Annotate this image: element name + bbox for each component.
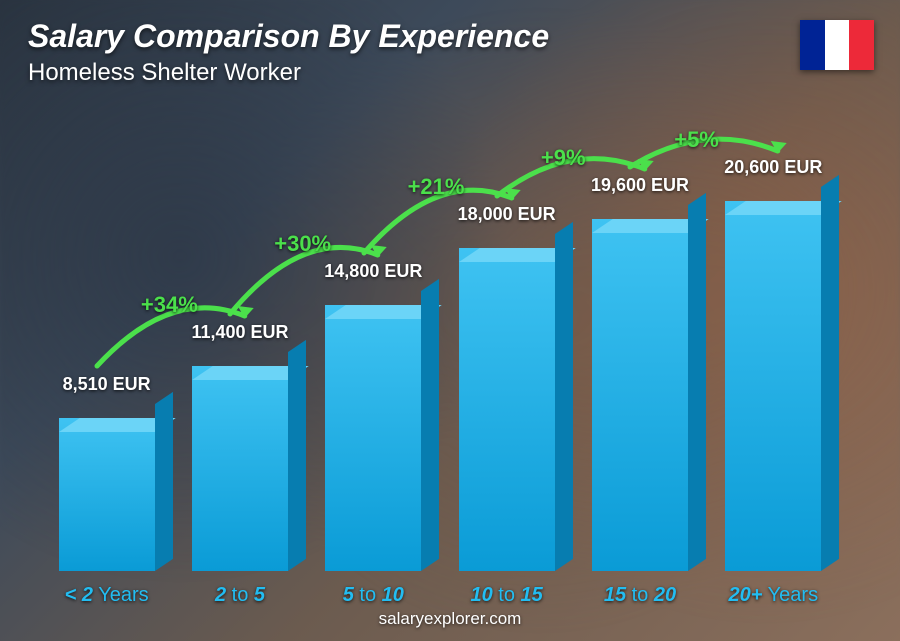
chart-title: Salary Comparison By Experience: [28, 18, 549, 55]
flag-stripe-red: [849, 20, 874, 70]
bar: 19,600 EUR15 to 20: [592, 219, 688, 571]
flag-stripe-white: [825, 20, 850, 70]
pct-increase-label: +30%: [274, 231, 331, 257]
bar-slot: 19,600 EUR15 to 20: [573, 219, 706, 571]
france-flag-icon: [800, 20, 874, 70]
footer-attribution: salaryexplorer.com: [379, 609, 522, 629]
header: Salary Comparison By Experience Homeless…: [28, 18, 549, 87]
bar-front: [725, 201, 821, 571]
bar-value-label: 18,000 EUR: [458, 204, 556, 225]
bar-value-label: 8,510 EUR: [63, 374, 151, 395]
bar-slot: 11,400 EUR2 to 5: [173, 366, 306, 571]
bar-chart: 8,510 EUR< 2 Years 11,400 EUR2 to 5 14,800…: [40, 111, 840, 571]
bar-category-label: 5 to 10: [343, 584, 404, 607]
bar-slot: 14,800 EUR5 to 10: [307, 305, 440, 571]
bar-category-label: 2 to 5: [215, 584, 265, 607]
flag-stripe-blue: [800, 20, 825, 70]
pct-increase-label: +34%: [141, 292, 198, 318]
bar-side: [288, 340, 306, 571]
bar-front: [459, 248, 555, 571]
pct-increase-label: +21%: [408, 174, 465, 200]
bar-side: [821, 175, 839, 571]
bar-value-label: 19,600 EUR: [591, 175, 689, 196]
bar-value-label: 20,600 EUR: [724, 157, 822, 178]
bar-category-label: < 2 Years: [65, 584, 149, 607]
bar-slot: 8,510 EUR< 2 Years: [40, 418, 173, 571]
pct-increase-arc: +9%: [477, 121, 685, 216]
bar-value-label: 11,400 EUR: [191, 322, 288, 343]
bar-category-label: 10 to 15: [470, 584, 542, 607]
bar-side: [688, 193, 706, 571]
pct-increase-label: +9%: [541, 145, 586, 171]
pct-increase-label: +5%: [674, 127, 719, 153]
bar-value-label: 14,800 EUR: [324, 261, 422, 282]
bar-slot: 18,000 EUR10 to 15: [440, 248, 573, 571]
bar-side: [421, 279, 439, 571]
chart-subtitle: Homeless Shelter Worker: [28, 59, 549, 87]
bar-front: [592, 219, 688, 571]
bar: 8,510 EUR< 2 Years: [59, 418, 155, 571]
bar-slot: 20,600 EUR20+ Years: [707, 201, 840, 571]
bar-front: [59, 418, 155, 571]
bar: 11,400 EUR2 to 5: [192, 366, 288, 571]
bar-category-label: 15 to 20: [604, 584, 676, 607]
bar-front: [325, 305, 421, 571]
bar-front: [192, 366, 288, 571]
bar: 14,800 EUR5 to 10: [325, 305, 421, 571]
bar: 18,000 EUR10 to 15: [459, 248, 555, 571]
bar-side: [555, 222, 573, 571]
bar: 20,600 EUR20+ Years: [725, 201, 821, 571]
bar-side: [155, 392, 173, 571]
bar-category-label: 20+ Years: [729, 584, 819, 607]
